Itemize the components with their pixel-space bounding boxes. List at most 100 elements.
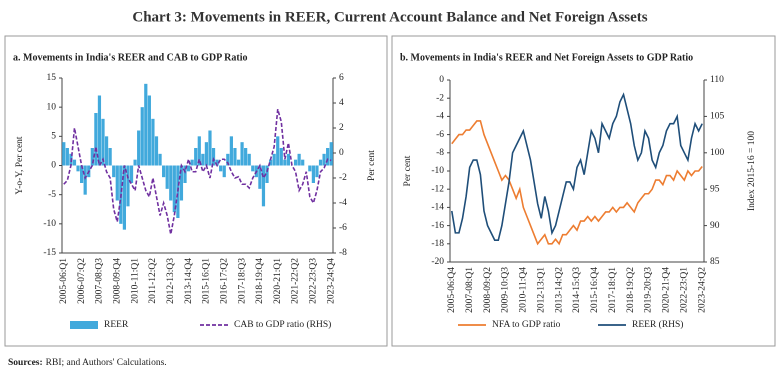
bar — [144, 83, 148, 166]
bar — [222, 165, 226, 178]
bar — [211, 148, 216, 166]
y-tick-label: -16 — [431, 221, 444, 231]
y-tick-label: -18 — [431, 239, 444, 249]
y-tick-label: -12 — [431, 184, 444, 194]
bar — [208, 130, 212, 166]
bar — [122, 165, 127, 230]
bar — [318, 159, 323, 166]
panel-title: a. Movements in India's REER and CAB to … — [13, 52, 247, 63]
y2-tick-label: 6 — [339, 73, 344, 83]
x-tick-label: 2006-07:Q2 — [77, 258, 87, 304]
bar — [158, 153, 162, 166]
bar — [315, 165, 319, 178]
bar — [286, 153, 291, 166]
y2-tick-label: 90 — [710, 221, 720, 231]
bar — [147, 95, 151, 166]
bar — [76, 165, 80, 172]
legend-swatch — [70, 321, 98, 329]
y-tick-label: -14 — [431, 203, 444, 213]
y2-tick-label: 105 — [710, 112, 725, 122]
y2-tick-label: -4 — [339, 198, 347, 208]
bar — [172, 165, 176, 213]
y-axis-title: Per cent — [403, 155, 413, 186]
panel-frame — [391, 35, 776, 347]
bar — [244, 148, 248, 166]
legend-label: REER — [104, 320, 129, 330]
y-tick-label: -15 — [43, 248, 56, 258]
y2-tick-label: 4 — [339, 98, 344, 108]
x-tick-label: 2012-13:Q3 — [166, 258, 176, 304]
y-tick-label: -20 — [431, 257, 444, 267]
bar — [129, 165, 134, 183]
bar — [165, 165, 169, 189]
panel-title: b. Movements in India's REER and Net For… — [400, 52, 693, 63]
x-tick-label: 2017-18:Q3 — [237, 258, 247, 304]
y2-tick-label: -8 — [339, 248, 347, 258]
line-series — [451, 120, 703, 246]
bar — [80, 165, 84, 183]
bar — [226, 153, 230, 166]
x-tick-label: 2015-16:Q4 — [590, 267, 600, 313]
bar — [169, 165, 173, 201]
bar — [104, 136, 109, 166]
x-tick-label: 2020-21:Q4 — [662, 267, 672, 313]
bar — [94, 113, 98, 166]
bar — [308, 165, 312, 172]
x-tick-label: 2005-06:Q4 — [447, 267, 457, 313]
y-tick-label: 15 — [47, 73, 57, 83]
sources-label: Sources: — [8, 358, 43, 368]
bar — [183, 165, 187, 183]
y2-tick-label: 100 — [710, 148, 725, 158]
bar — [215, 159, 219, 166]
x-tick-label: 2013-14:Q4 — [184, 258, 194, 304]
bar — [197, 136, 201, 166]
bar — [190, 159, 194, 166]
bar — [229, 136, 233, 166]
bar — [140, 107, 144, 166]
y-axis-title: Y-o-Y, Per cent — [15, 136, 25, 194]
panel-frame — [4, 35, 388, 347]
bar — [268, 159, 273, 166]
bar — [115, 165, 119, 201]
x-tick-label: 2009-10:Q3 — [501, 267, 511, 313]
bar — [72, 159, 77, 166]
legend-label: REER (RHS) — [632, 319, 683, 330]
x-tick-label: 2019-20:Q3 — [644, 267, 654, 313]
x-tick-label: 2018-19:Q2 — [626, 267, 636, 313]
sources-text: RBI; and Authors' Calculations. — [45, 358, 167, 368]
legend-label: NFA to GDP ratio — [492, 320, 561, 330]
y2-axis-title: Index 2015-16 = 100 — [747, 131, 757, 211]
bar — [133, 159, 137, 166]
bar — [329, 142, 333, 166]
y-tick-label: -4 — [436, 112, 444, 122]
x-tick-label: 2012-13:Q1 — [536, 267, 546, 313]
x-tick-label: 2018-19:Q4 — [255, 258, 265, 304]
bar — [201, 153, 205, 166]
y2-tick-label: 95 — [710, 184, 720, 194]
bar — [204, 142, 209, 166]
bar — [301, 159, 305, 166]
bar — [247, 153, 251, 166]
y2-tick-label: 85 — [710, 257, 720, 267]
y2-tick-label: -6 — [339, 223, 347, 233]
y2-tick-label: 2 — [339, 123, 344, 133]
bar — [108, 148, 112, 166]
y-tick-label: -6 — [436, 130, 444, 140]
y2-tick-label: -2 — [339, 173, 347, 183]
x-tick-label: 2011-12:Q2 — [148, 258, 158, 304]
bar — [179, 165, 184, 201]
bar — [276, 136, 280, 166]
page-title: Chart 3: Movements in REER, Current Acco… — [132, 9, 647, 25]
y-tick-label: -5 — [48, 190, 56, 200]
chart-figure: Chart 3: Movements in REER, Current Acco… — [4, 9, 776, 347]
y-tick-label: 0 — [439, 75, 444, 85]
y-tick-label: -8 — [436, 148, 444, 158]
line-series — [451, 92, 703, 241]
bar — [236, 159, 241, 166]
x-tick-label: 2023-24:Q4 — [326, 258, 336, 304]
x-tick-label: 2022-23:Q1 — [680, 267, 690, 313]
bar — [322, 153, 326, 166]
x-tick-label: 2022-23:Q3 — [309, 258, 319, 304]
bar — [83, 165, 87, 195]
y-tick-label: -10 — [431, 166, 444, 176]
